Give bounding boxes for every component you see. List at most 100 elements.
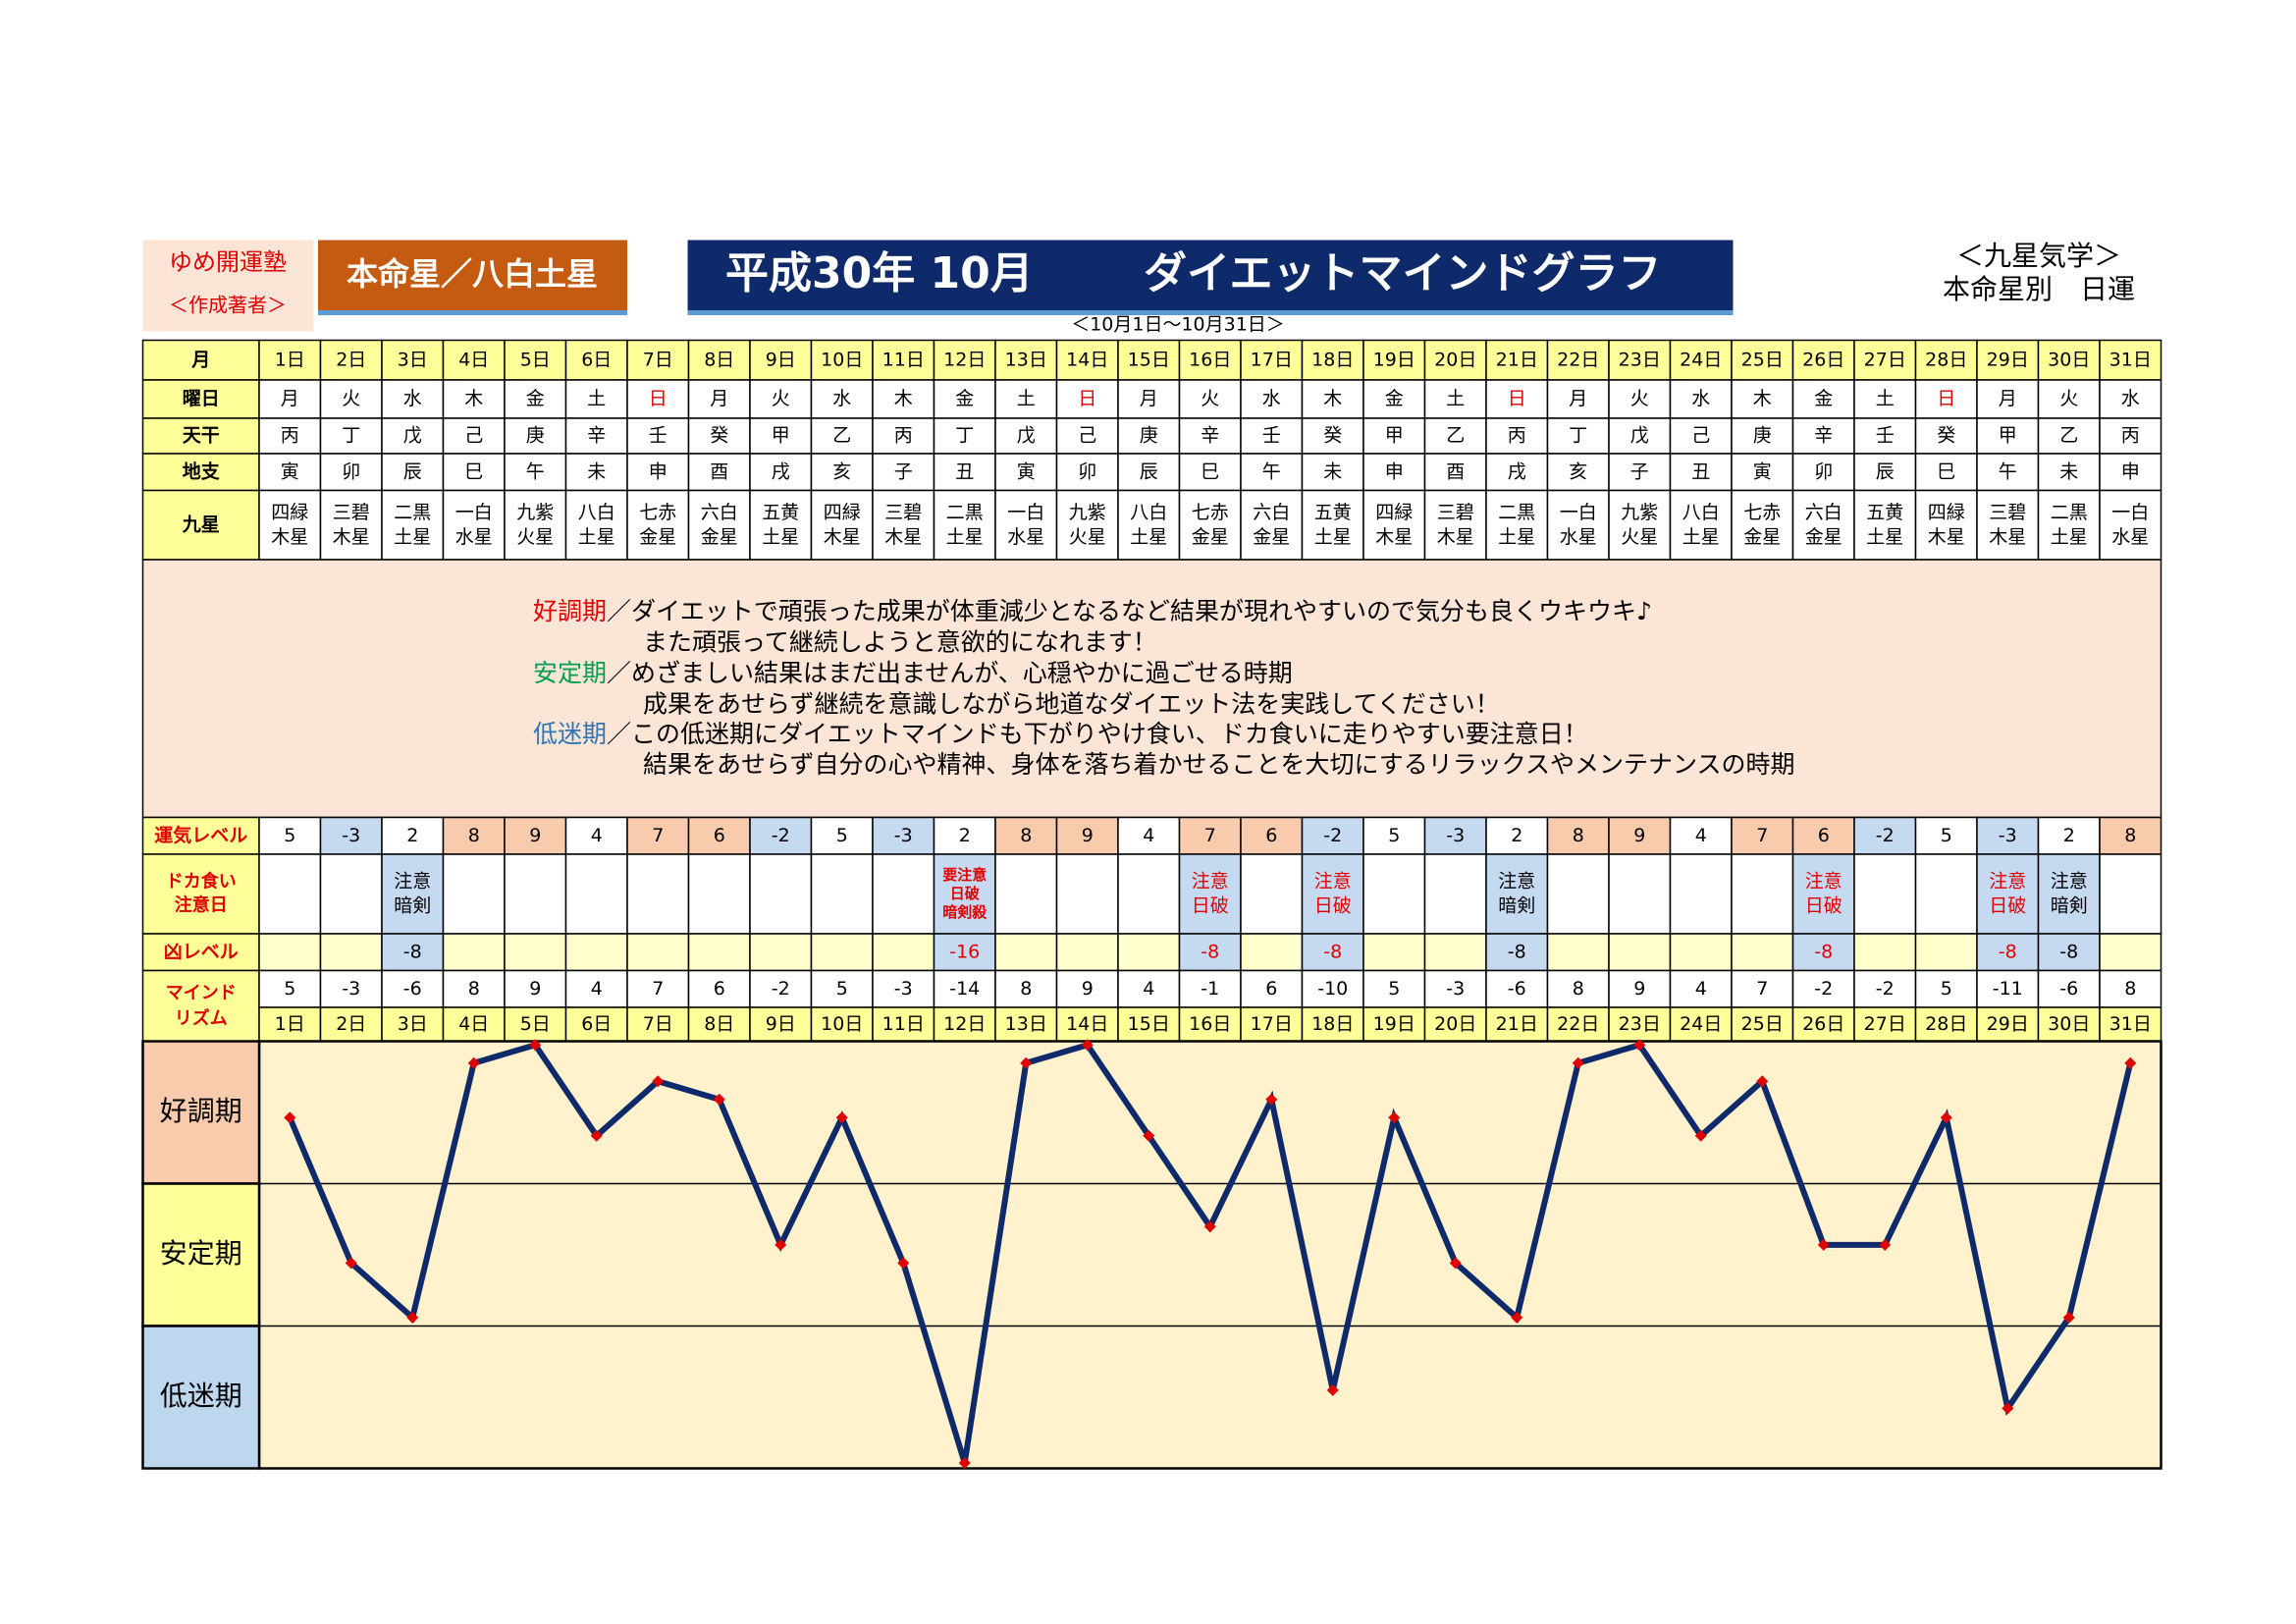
day-cell bbox=[1055, 1006, 1119, 1043]
unki-level-cell bbox=[626, 816, 690, 855]
weekday-cell bbox=[1791, 379, 1855, 419]
chishi: 未 bbox=[1323, 460, 1342, 482]
kyusei-cell bbox=[1608, 489, 1672, 561]
zone-label: 安定期 bbox=[160, 1237, 242, 1270]
kyusei: 六白 bbox=[1805, 502, 1842, 523]
tenkan: 己 bbox=[1078, 425, 1096, 447]
unki-level: 7 bbox=[1204, 825, 1216, 846]
mind-value: 7 bbox=[652, 978, 664, 1000]
mind-point bbox=[1879, 1238, 1892, 1251]
day: 17日 bbox=[1251, 349, 1293, 370]
legend-text: ／ダイエットで頑張った成果が体重減少となるなど結果が現れやすいので気分も良くウキ… bbox=[607, 597, 1652, 625]
tenkan: 丙 bbox=[894, 425, 913, 447]
day-cell bbox=[1178, 339, 1242, 381]
unki-level: -3 bbox=[894, 825, 913, 846]
doka-note-cell bbox=[1914, 853, 1978, 935]
row-label: 天干 bbox=[183, 425, 220, 447]
mind-point bbox=[774, 1238, 787, 1251]
kyusei: 二黒 bbox=[2051, 502, 2088, 523]
day-cell bbox=[1301, 1006, 1364, 1043]
unki-level-cell bbox=[1976, 816, 2040, 855]
chishi: 寅 bbox=[281, 460, 299, 482]
author: ＜作成著者＞ bbox=[169, 294, 287, 317]
kyou-level-cell bbox=[1240, 933, 1304, 972]
kyusei: 木星 bbox=[271, 526, 308, 548]
doka-note: 注意 bbox=[1989, 871, 2026, 893]
kyou-level: -8 bbox=[1323, 941, 1342, 962]
chishi: 戌 bbox=[1508, 460, 1526, 482]
title-line bbox=[687, 310, 1734, 315]
chishi-cell bbox=[1914, 453, 1978, 492]
weekday: 火 bbox=[2059, 388, 2078, 409]
kyusei: 土星 bbox=[578, 526, 615, 548]
doka-note: 注意 bbox=[1314, 871, 1352, 893]
weekday-cell bbox=[1485, 379, 1549, 419]
weekday: 火 bbox=[1201, 388, 1219, 409]
kyusei: 金星 bbox=[639, 526, 676, 548]
day-cell bbox=[810, 1006, 874, 1043]
weekday-cell bbox=[1976, 379, 2040, 419]
chishi: 申 bbox=[1385, 460, 1404, 482]
doka-note-cell bbox=[1731, 853, 1794, 935]
mind-point bbox=[713, 1093, 725, 1106]
weekday-cell bbox=[1301, 379, 1364, 419]
mind-value: 5 bbox=[1941, 978, 1952, 1000]
day: 14日 bbox=[1066, 349, 1108, 370]
day: 2日 bbox=[336, 349, 366, 370]
chishi: 寅 bbox=[1753, 460, 1772, 482]
doka-note-cell bbox=[1423, 853, 1487, 935]
day-cell bbox=[1055, 339, 1119, 381]
day-cell bbox=[2037, 1006, 2101, 1043]
day: 25日 bbox=[1741, 349, 1784, 370]
unki-level: 5 bbox=[284, 825, 295, 846]
chishi-cell bbox=[1178, 453, 1242, 492]
tenkan: 丙 bbox=[281, 425, 299, 447]
tenkan-cell bbox=[626, 417, 690, 455]
mind-point bbox=[284, 1111, 296, 1124]
mind-value: 4 bbox=[1695, 978, 1707, 1000]
day-cell bbox=[504, 339, 567, 381]
unki-level-cell bbox=[872, 816, 935, 855]
kyusei: 金星 bbox=[701, 526, 738, 548]
kyou-level-cell bbox=[1853, 933, 1917, 972]
mind-value: 9 bbox=[1082, 978, 1094, 1000]
kyusei: 水星 bbox=[455, 526, 493, 548]
mind-point bbox=[1020, 1056, 1033, 1069]
day: 8日 bbox=[704, 349, 734, 370]
tenkan-cell bbox=[872, 417, 935, 455]
row-label: リズム bbox=[175, 1007, 228, 1029]
day: 8日 bbox=[704, 1013, 734, 1035]
day: 24日 bbox=[1680, 1013, 1722, 1035]
mind-value-cell bbox=[2099, 969, 2163, 1008]
mind-point bbox=[1388, 1111, 1401, 1124]
honmei-box bbox=[318, 240, 627, 312]
unki-level: 2 bbox=[2063, 825, 2075, 846]
kyou-level-cell bbox=[1055, 933, 1119, 972]
legend-text: 結果をあせらず自分の心や精神、身体を落ち着かせることを大切にするリラックスやメン… bbox=[643, 750, 1795, 779]
mind-point bbox=[1756, 1075, 1769, 1088]
tenkan-cell bbox=[1423, 417, 1487, 455]
kyou-level-cell bbox=[810, 933, 874, 972]
doka-note-cell bbox=[1240, 853, 1304, 935]
doka-note-cell bbox=[687, 853, 751, 935]
tenkan: 戊 bbox=[1017, 425, 1036, 447]
chishi-cell bbox=[1362, 453, 1426, 492]
mind-value-cell bbox=[1608, 969, 1672, 1008]
day-cell bbox=[1608, 339, 1672, 381]
kyusei: 木星 bbox=[1437, 526, 1474, 548]
kyusei: 九紫 bbox=[1069, 502, 1106, 523]
mind-point bbox=[2062, 1311, 2075, 1324]
mind-value-cell bbox=[1423, 969, 1487, 1008]
kyusei-cell bbox=[442, 489, 506, 561]
legend-text: また頑張って継続しようと意欲的になれます！ bbox=[643, 628, 1157, 657]
mind-value: -1 bbox=[1201, 978, 1219, 1000]
day: 18日 bbox=[1311, 349, 1354, 370]
kyusei-cell bbox=[872, 489, 935, 561]
day: 29日 bbox=[1987, 349, 2029, 370]
day-cell bbox=[1546, 1006, 1610, 1043]
day-cell bbox=[1731, 1006, 1794, 1043]
mind-point bbox=[1572, 1056, 1584, 1069]
weekday: 水 bbox=[403, 388, 422, 409]
day-cell bbox=[1362, 1006, 1426, 1043]
tenkan: 癸 bbox=[1323, 425, 1342, 447]
